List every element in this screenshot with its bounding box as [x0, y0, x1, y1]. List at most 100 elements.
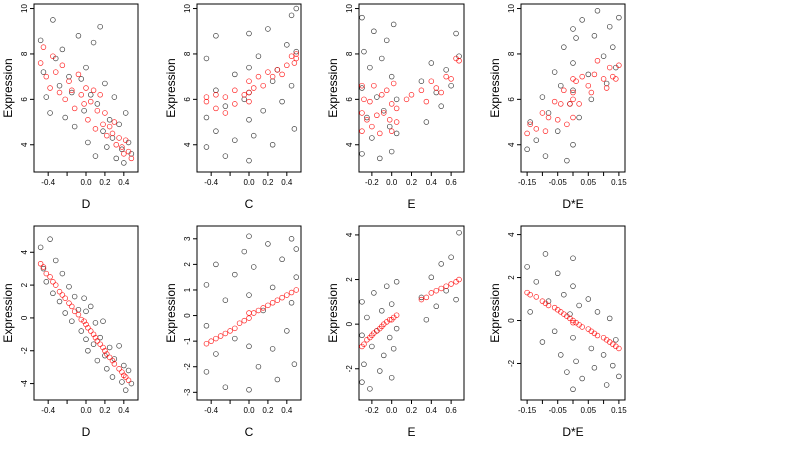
point-observed — [606, 23, 613, 30]
point-observed — [87, 303, 94, 310]
point-observed — [542, 153, 549, 159]
point-fitted — [428, 290, 435, 296]
point-fitted — [428, 78, 435, 84]
y-tick-label: 4 — [507, 232, 516, 237]
point-fitted — [361, 341, 367, 347]
point-fitted — [293, 55, 300, 62]
point-observed — [94, 101, 101, 107]
panel-top-1: -0.4 0.0 0.2 0.4 4 6 8 10 D Expression — [1, 3, 139, 211]
point-fitted — [284, 62, 290, 69]
point-fitted — [594, 332, 601, 339]
point-observed — [52, 257, 59, 264]
point-fitted — [100, 121, 106, 128]
point-fitted — [102, 110, 108, 116]
point-observed — [570, 334, 576, 341]
point-observed — [616, 14, 622, 21]
point-observed — [588, 96, 595, 103]
point-observed — [533, 279, 540, 285]
point-fitted — [236, 320, 243, 326]
point-fitted — [232, 101, 238, 107]
y-tick-label: 8 — [183, 51, 192, 56]
point-observed — [104, 366, 110, 372]
point-fitted — [92, 126, 99, 132]
point-observed — [121, 362, 127, 369]
point-fitted — [59, 62, 66, 69]
point-fitted — [588, 89, 595, 96]
point-observed — [564, 369, 570, 375]
point-fitted — [62, 96, 68, 103]
point-observed — [554, 128, 561, 134]
point-observed — [367, 386, 373, 392]
point-fitted — [359, 82, 365, 89]
point-observed — [83, 336, 89, 343]
point-observed — [116, 343, 122, 349]
point-fitted — [570, 114, 576, 121]
point-observed — [558, 82, 564, 89]
point-observed — [579, 375, 585, 382]
y-axis-label: Expression — [488, 283, 502, 342]
point-fitted — [116, 135, 122, 141]
x-tick-label: 0.2 — [406, 406, 418, 415]
point-observed — [241, 248, 248, 255]
point-fitted — [222, 94, 229, 100]
point-observed — [388, 73, 395, 80]
point-fitted — [260, 82, 266, 89]
point-observed — [388, 301, 395, 307]
point-observed — [359, 151, 365, 157]
point-observed — [453, 296, 459, 303]
point-observed — [250, 132, 257, 139]
point-observed — [213, 261, 219, 268]
y-tick-label: -2 — [183, 363, 192, 371]
point-fitted — [250, 310, 257, 316]
point-observed — [90, 39, 97, 46]
point-fitted — [87, 328, 94, 334]
point-observed — [37, 244, 44, 251]
x-tick-label: 0.4 — [426, 406, 438, 415]
point-observed — [359, 379, 365, 385]
point-fitted — [222, 330, 229, 337]
point-observed — [438, 103, 444, 109]
y-tick-label: 10 — [20, 4, 29, 13]
point-fitted — [265, 302, 271, 309]
y-tick-label: 6 — [345, 97, 354, 102]
point-fitted — [50, 279, 56, 285]
x-tick-label: 0.4 — [426, 178, 438, 187]
y-axis-label: Expression — [164, 283, 178, 342]
point-observed — [600, 53, 607, 59]
point-observed — [533, 137, 540, 143]
x-axis-label: C — [245, 197, 254, 211]
point-fitted — [213, 92, 219, 98]
point-observed — [293, 48, 300, 55]
point-fitted — [524, 130, 530, 137]
point-observed — [561, 44, 567, 50]
point-observed — [361, 48, 367, 55]
point-observed — [423, 316, 430, 323]
point-fitted — [122, 137, 129, 143]
series-fitted — [524, 58, 622, 137]
point-observed — [203, 55, 210, 62]
x-axis-label: D — [82, 425, 91, 439]
point-observed — [71, 123, 78, 130]
point-fitted — [594, 58, 601, 64]
point-fitted — [423, 98, 430, 105]
point-observed — [377, 155, 383, 162]
point-fitted — [448, 76, 454, 82]
panel-bottom-4: -0.15 -0.05 0.05 0.15 -2 0 2 4 D*E Expression — [488, 225, 627, 439]
y-tick-label: -1 — [183, 337, 192, 345]
point-fitted — [418, 87, 425, 94]
point-observed — [374, 94, 380, 100]
point-fitted — [367, 98, 373, 105]
point-fitted — [59, 292, 66, 298]
y-tick-label: 6 — [183, 97, 192, 102]
x-tick-label: 0.2 — [99, 406, 111, 415]
point-observed — [379, 308, 385, 314]
point-observed — [594, 8, 601, 14]
point-fitted — [265, 69, 271, 75]
point-fitted — [203, 340, 210, 347]
x-axis-label: E — [407, 197, 415, 211]
y-tick-label: -3 — [183, 388, 192, 396]
y-tick-label: 2 — [507, 275, 516, 280]
point-fitted — [246, 89, 252, 96]
x-tick-label: -0.4 — [41, 406, 55, 415]
